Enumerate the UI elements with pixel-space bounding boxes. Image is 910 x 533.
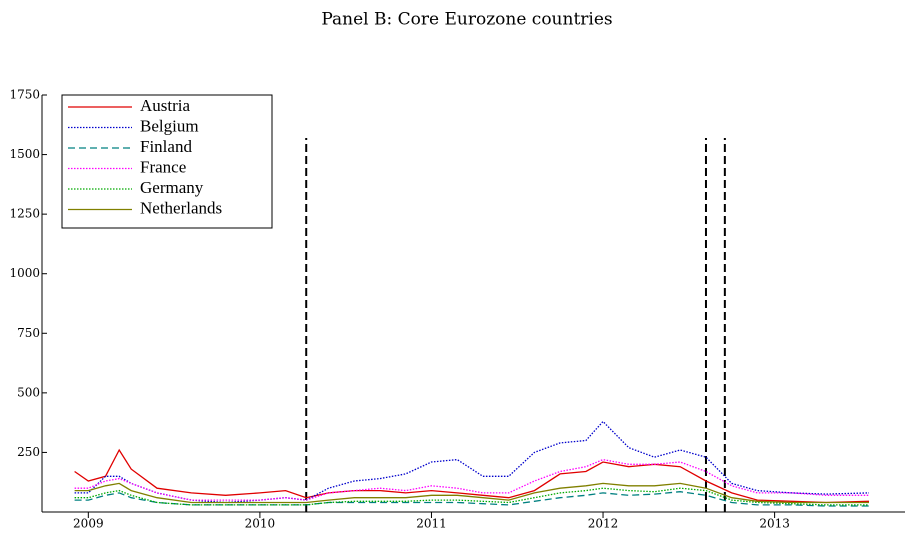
x-tick-label: 2013 [759, 517, 790, 531]
series-line [74, 482, 869, 504]
y-tick-label: 1000 [9, 266, 40, 280]
series-line [74, 487, 869, 506]
series-line [74, 448, 870, 504]
y-tick-label: 1500 [9, 147, 40, 161]
y-tick-label: 500 [17, 385, 40, 399]
x-tick-label: 2012 [588, 517, 619, 531]
legend-label: Finland [140, 137, 192, 156]
legend-label: Germany [140, 178, 204, 197]
legend-label: Netherlands [140, 198, 222, 217]
series-line [74, 458, 869, 501]
chart-title: Panel B: Core Eurozone countries [321, 10, 612, 30]
x-tick-label: 2010 [245, 517, 276, 531]
legend-label: France [140, 157, 186, 176]
legend-label: Belgium [140, 116, 199, 135]
x-tick-label: 2009 [73, 517, 104, 531]
y-tick-label: 750 [17, 326, 40, 340]
series-line [74, 420, 870, 504]
legend-label: Austria [140, 96, 191, 115]
x-tick-label: 2011 [416, 517, 447, 531]
y-tick-label: 1750 [9, 88, 40, 102]
y-tick-label: 1250 [9, 207, 40, 221]
y-tick-label: 250 [17, 445, 40, 459]
legend-box [61, 94, 273, 229]
